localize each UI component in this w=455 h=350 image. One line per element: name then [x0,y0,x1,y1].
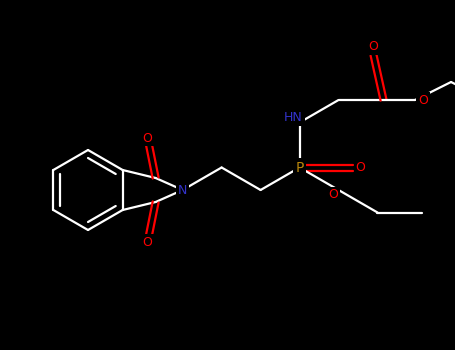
Text: HN: HN [284,111,303,124]
Text: N: N [178,183,187,196]
Text: O: O [369,41,379,54]
Text: P: P [295,161,304,175]
Text: O: O [329,189,339,202]
Text: O: O [356,161,365,174]
Text: O: O [418,93,428,106]
Text: O: O [143,236,152,248]
Text: O: O [143,132,152,145]
